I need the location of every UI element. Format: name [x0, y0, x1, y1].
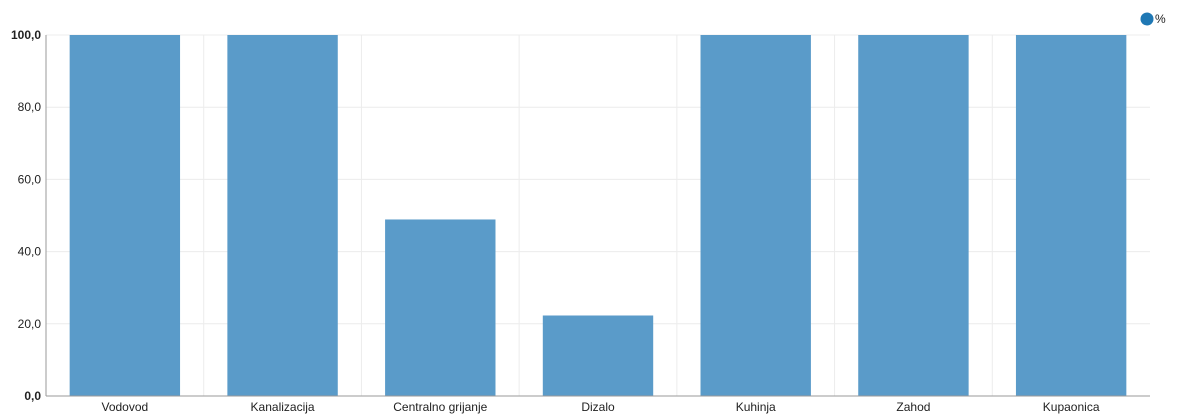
legend[interactable]: %: [1140, 12, 1167, 26]
x-tick-label: Kupaonica: [1043, 400, 1100, 414]
bars: [69, 35, 1127, 396]
bar[interactable]: [858, 35, 969, 396]
bar[interactable]: [227, 35, 338, 396]
x-tick-label: Kuhinja: [736, 400, 776, 414]
bar[interactable]: [700, 35, 811, 396]
bar[interactable]: [69, 35, 181, 396]
y-tick-labels: 0,0 20,0 40,0 60,0 80,0 100,0: [11, 28, 41, 403]
x-tick-label: Dizalo: [581, 400, 615, 414]
y-tick-label: 0,0: [24, 389, 41, 403]
legend-label: %: [1155, 12, 1166, 26]
axes: [45, 35, 1150, 397]
legend-marker: [1140, 12, 1154, 26]
x-tick-label: Vodovod: [101, 400, 148, 414]
x-tick-labels: Vodovod Kanalizacija Centralno grijanje Diz…: [101, 400, 1099, 414]
bar[interactable]: [1015, 35, 1127, 396]
bar[interactable]: [542, 315, 654, 396]
y-tick-label: 60,0: [18, 172, 42, 186]
x-tick-label: Centralno grijanje: [393, 400, 487, 414]
x-tick-label: Kanalizacija: [251, 400, 315, 414]
y-tick-label: 40,0: [18, 245, 42, 259]
y-tick-label: 20,0: [18, 317, 42, 331]
y-tick-label: 80,0: [18, 100, 42, 114]
y-tick-label: 100,0: [11, 28, 41, 42]
bar[interactable]: [385, 219, 496, 396]
x-tick-label: Zahod: [896, 400, 930, 414]
